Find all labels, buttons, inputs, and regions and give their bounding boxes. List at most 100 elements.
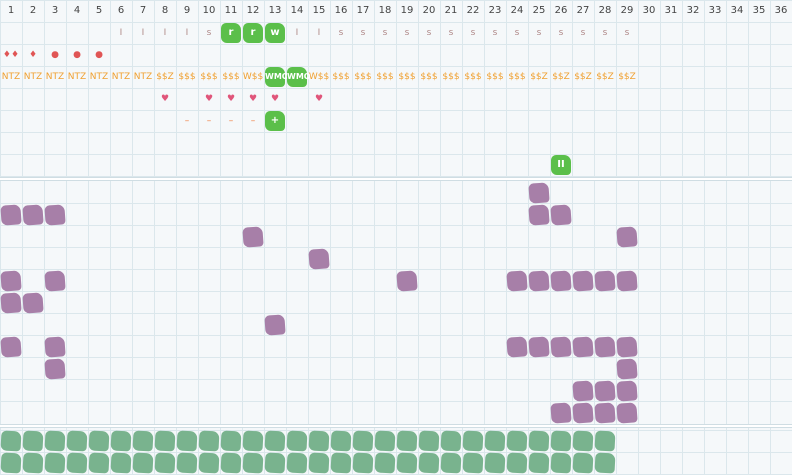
filled-cell[interactable] xyxy=(176,430,198,452)
column-header[interactable]: 10 xyxy=(202,5,216,16)
marker-badge[interactable]: w xyxy=(265,23,285,43)
occupied-cell[interactable] xyxy=(44,270,66,292)
occupied-cell[interactable] xyxy=(528,182,550,204)
column-header[interactable]: 28 xyxy=(598,5,612,16)
filled-cell[interactable] xyxy=(484,452,506,474)
occupied-cell[interactable] xyxy=(616,270,638,292)
filled-cell[interactable] xyxy=(572,430,594,452)
filled-cell[interactable] xyxy=(198,430,220,452)
filled-cell[interactable] xyxy=(264,452,286,474)
column-header[interactable]: 11 xyxy=(224,5,238,16)
filled-cell[interactable] xyxy=(66,430,88,452)
occupied-cell[interactable] xyxy=(308,248,330,270)
pause-badge[interactable]: II xyxy=(551,155,571,175)
occupied-cell[interactable] xyxy=(264,314,286,336)
column-header[interactable]: 30 xyxy=(642,5,656,16)
occupied-cell[interactable] xyxy=(528,336,550,358)
column-header[interactable]: 9 xyxy=(183,5,191,16)
column-header[interactable]: 7 xyxy=(139,5,147,16)
column-header[interactable]: 6 xyxy=(117,5,125,16)
occupied-cell[interactable] xyxy=(594,402,616,424)
filled-cell[interactable] xyxy=(22,430,44,452)
column-header[interactable]: 35 xyxy=(752,5,766,16)
column-header[interactable]: 34 xyxy=(730,5,744,16)
occupied-cell[interactable] xyxy=(0,270,22,292)
occupied-cell[interactable] xyxy=(44,358,66,380)
occupied-cell[interactable] xyxy=(528,204,550,226)
filled-cell[interactable] xyxy=(528,452,550,474)
filled-cell[interactable] xyxy=(396,430,418,452)
column-header[interactable]: 25 xyxy=(532,5,546,16)
column-header[interactable]: 22 xyxy=(466,5,480,16)
filled-cell[interactable] xyxy=(220,430,242,452)
filled-cell[interactable] xyxy=(550,430,572,452)
filled-cell[interactable] xyxy=(154,430,176,452)
filled-cell[interactable] xyxy=(396,452,418,474)
occupied-cell[interactable] xyxy=(616,402,638,424)
occupied-cell[interactable] xyxy=(44,204,66,226)
filled-cell[interactable] xyxy=(506,452,528,474)
column-header[interactable]: 16 xyxy=(334,5,348,16)
column-header[interactable]: 17 xyxy=(356,5,370,16)
occupied-cell[interactable] xyxy=(506,270,528,292)
filled-cell[interactable] xyxy=(220,452,242,474)
filled-cell[interactable] xyxy=(22,452,44,474)
filled-cell[interactable] xyxy=(462,430,484,452)
column-header[interactable]: 15 xyxy=(312,5,326,16)
filled-cell[interactable] xyxy=(154,452,176,474)
filled-cell[interactable] xyxy=(308,452,330,474)
column-header[interactable]: 14 xyxy=(290,5,304,16)
occupied-cell[interactable] xyxy=(572,380,594,402)
column-header[interactable]: 5 xyxy=(95,5,103,16)
filled-cell[interactable] xyxy=(374,452,396,474)
filled-cell[interactable] xyxy=(264,430,286,452)
occupied-cell[interactable] xyxy=(616,358,638,380)
occupied-cell[interactable] xyxy=(572,336,594,358)
occupied-cell[interactable] xyxy=(572,270,594,292)
occupied-cell[interactable] xyxy=(506,336,528,358)
occupied-cell[interactable] xyxy=(396,270,418,292)
column-header[interactable]: 31 xyxy=(664,5,678,16)
filled-cell[interactable] xyxy=(88,430,110,452)
filled-cell[interactable] xyxy=(352,452,374,474)
filled-cell[interactable] xyxy=(198,452,220,474)
column-header[interactable]: 33 xyxy=(708,5,722,16)
filled-cell[interactable] xyxy=(132,430,154,452)
occupied-cell[interactable] xyxy=(594,380,616,402)
column-header[interactable]: 21 xyxy=(444,5,458,16)
column-header[interactable]: 12 xyxy=(246,5,260,16)
filled-cell[interactable] xyxy=(594,452,616,474)
filled-cell[interactable] xyxy=(440,430,462,452)
occupied-cell[interactable] xyxy=(594,270,616,292)
column-header[interactable]: 27 xyxy=(576,5,590,16)
plus-badge[interactable]: + xyxy=(265,111,285,131)
column-header[interactable]: 1 xyxy=(7,5,15,16)
column-header[interactable]: 2 xyxy=(29,5,37,16)
occupied-cell[interactable] xyxy=(44,336,66,358)
filled-cell[interactable] xyxy=(286,452,308,474)
marker-badge[interactable]: r xyxy=(243,23,263,43)
filled-cell[interactable] xyxy=(0,430,22,452)
filled-cell[interactable] xyxy=(528,430,550,452)
filled-cell[interactable] xyxy=(308,430,330,452)
filled-cell[interactable] xyxy=(418,430,440,452)
column-header[interactable]: 4 xyxy=(73,5,81,16)
filled-cell[interactable] xyxy=(506,430,528,452)
filled-cell[interactable] xyxy=(594,430,616,452)
column-header[interactable]: 29 xyxy=(620,5,634,16)
filled-cell[interactable] xyxy=(88,452,110,474)
filled-cell[interactable] xyxy=(352,430,374,452)
marker-badge[interactable]: r xyxy=(221,23,241,43)
occupied-cell[interactable] xyxy=(550,402,572,424)
column-header[interactable]: 32 xyxy=(686,5,700,16)
occupied-cell[interactable] xyxy=(0,204,22,226)
column-header[interactable]: 26 xyxy=(554,5,568,16)
occupied-cell[interactable] xyxy=(616,226,638,248)
occupied-cell[interactable] xyxy=(242,226,264,248)
filled-cell[interactable] xyxy=(110,430,132,452)
occupied-cell[interactable] xyxy=(572,402,594,424)
filled-cell[interactable] xyxy=(242,452,264,474)
occupied-cell[interactable] xyxy=(0,336,22,358)
filled-cell[interactable] xyxy=(0,452,22,474)
filled-cell[interactable] xyxy=(286,430,308,452)
